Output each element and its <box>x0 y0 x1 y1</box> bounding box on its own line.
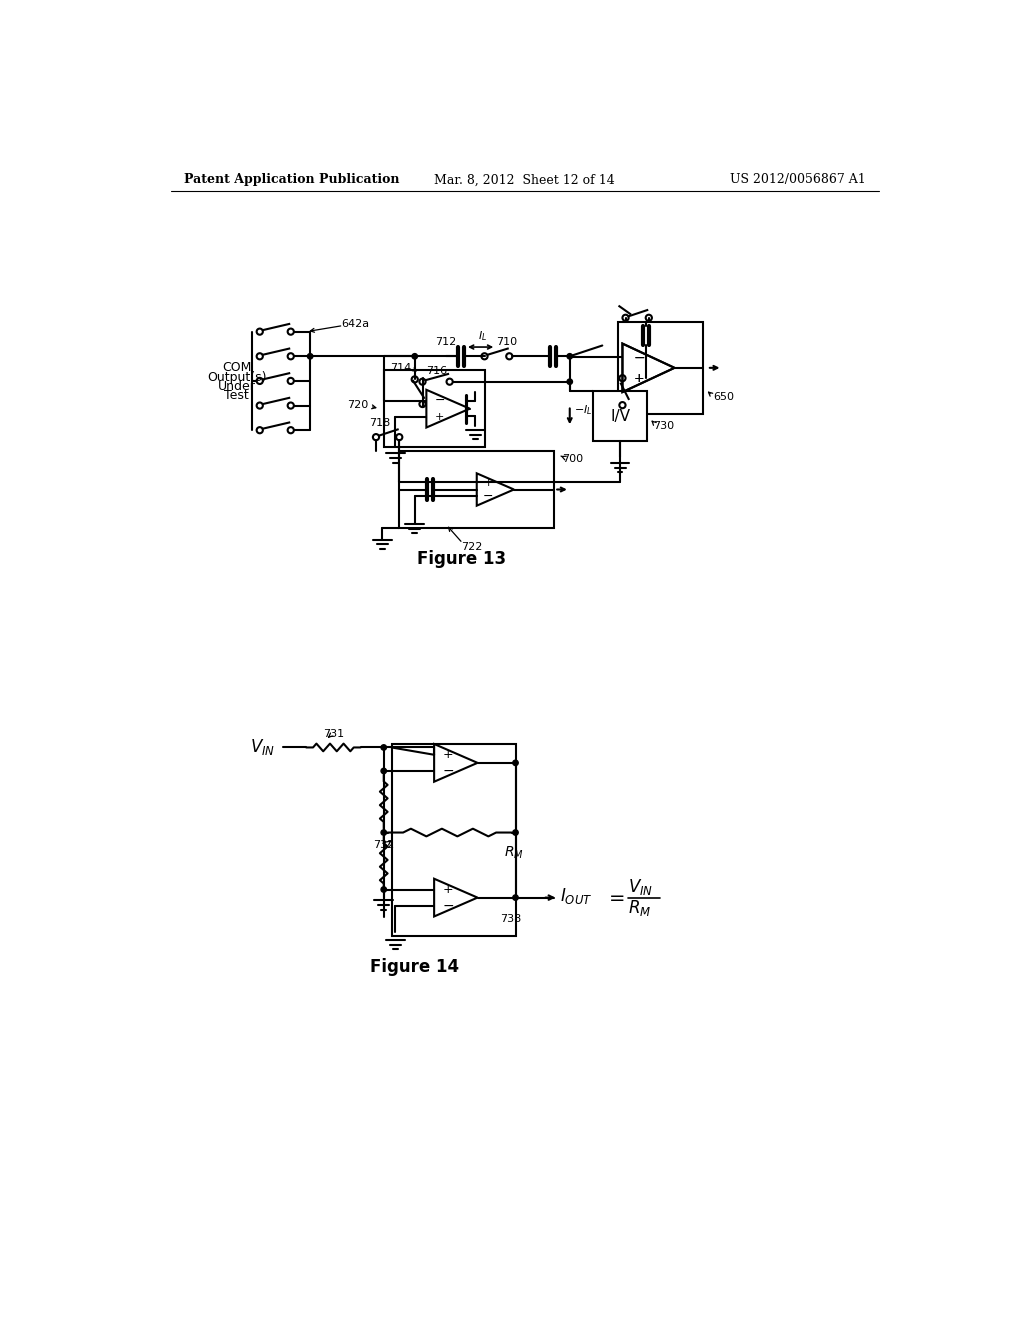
Circle shape <box>567 354 572 359</box>
Text: Mar. 8, 2012  Sheet 12 of 14: Mar. 8, 2012 Sheet 12 of 14 <box>434 173 615 186</box>
Text: $V_{IN}$: $V_{IN}$ <box>250 738 275 758</box>
Text: 722: 722 <box>461 543 482 552</box>
Circle shape <box>307 354 313 359</box>
Text: 732: 732 <box>373 840 394 850</box>
Text: 731: 731 <box>323 729 344 739</box>
Circle shape <box>513 895 518 900</box>
Bar <box>617 322 703 414</box>
Text: +: + <box>443 883 454 896</box>
Text: 650: 650 <box>713 392 734 403</box>
Text: 700: 700 <box>562 454 583 463</box>
Text: −: − <box>442 764 454 777</box>
Text: +: + <box>435 412 444 421</box>
Circle shape <box>513 760 518 766</box>
Text: 718: 718 <box>370 418 390 428</box>
Circle shape <box>567 379 572 384</box>
Text: 716: 716 <box>426 366 447 376</box>
Text: US 2012/0056867 A1: US 2012/0056867 A1 <box>730 173 866 186</box>
Text: $=$: $=$ <box>604 887 625 906</box>
Circle shape <box>381 744 386 750</box>
Text: +: + <box>443 748 454 762</box>
Text: $−I_L$: $−I_L$ <box>574 404 593 417</box>
Circle shape <box>412 354 418 359</box>
Text: Under: Under <box>217 380 255 393</box>
Circle shape <box>381 887 386 892</box>
Text: COM: COM <box>222 362 251 375</box>
Text: −: − <box>634 351 645 364</box>
Text: $V_{IN}$: $V_{IN}$ <box>628 876 653 896</box>
Circle shape <box>381 768 386 774</box>
Text: 710: 710 <box>496 337 517 347</box>
Text: Patent Application Publication: Patent Application Publication <box>183 173 399 186</box>
Text: 730: 730 <box>653 421 675 430</box>
Text: +: + <box>634 372 645 384</box>
Text: +: + <box>483 478 494 487</box>
Text: 714: 714 <box>389 363 411 372</box>
Text: 642a: 642a <box>341 319 370 329</box>
Bar <box>391 743 515 936</box>
Text: −: − <box>434 395 445 407</box>
Text: −: − <box>634 351 645 364</box>
Text: 720: 720 <box>347 400 369 409</box>
Text: Figure 13: Figure 13 <box>417 550 506 568</box>
Bar <box>384 370 484 447</box>
Text: 712: 712 <box>435 337 457 347</box>
Text: $I_L$: $I_L$ <box>478 330 487 343</box>
Text: −: − <box>442 899 454 912</box>
Circle shape <box>381 830 386 836</box>
Text: Test: Test <box>224 389 249 403</box>
Text: $R_M$: $R_M$ <box>504 845 523 861</box>
Text: 738: 738 <box>500 915 521 924</box>
Text: $I_{OUT}$: $I_{OUT}$ <box>560 886 593 906</box>
Circle shape <box>513 830 518 836</box>
Bar <box>399 451 554 528</box>
Text: I/V: I/V <box>610 409 630 424</box>
Text: −: − <box>483 490 494 503</box>
Text: Output(s): Output(s) <box>207 371 266 384</box>
Text: +: + <box>634 372 645 384</box>
Text: $R_M$: $R_M$ <box>628 899 651 919</box>
Bar <box>593 391 647 441</box>
Text: Figure 14: Figure 14 <box>371 958 460 975</box>
